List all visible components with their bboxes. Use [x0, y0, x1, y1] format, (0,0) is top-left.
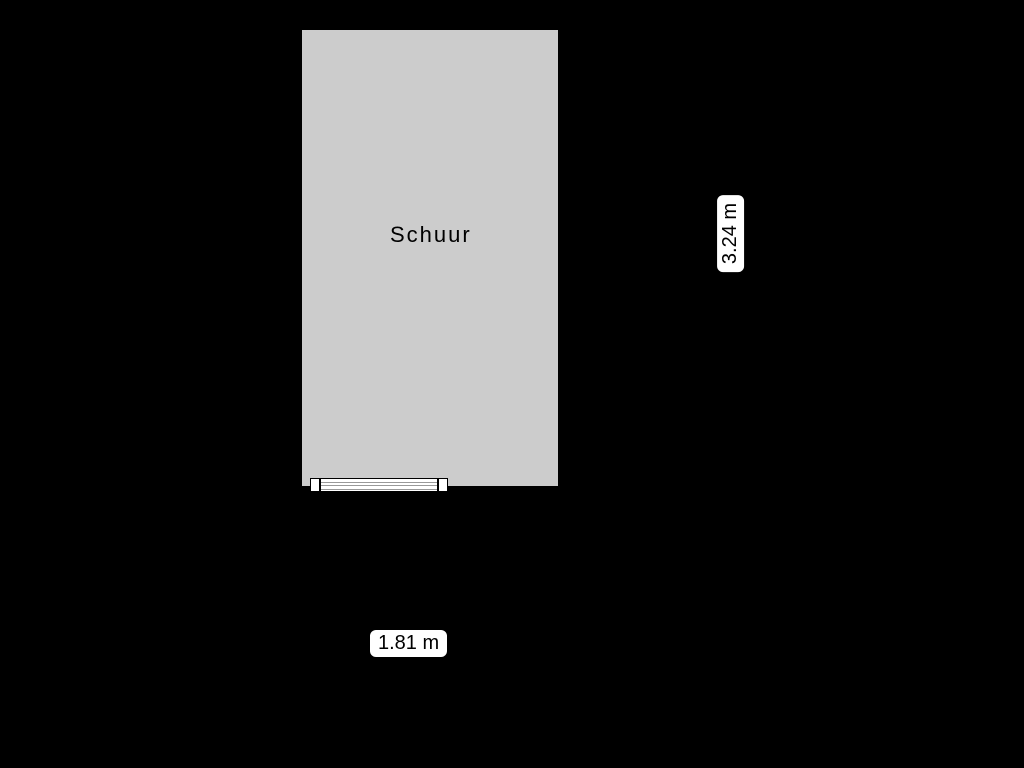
door-panel-line	[321, 482, 437, 483]
dimension-height-label: 3.24 m	[717, 195, 744, 272]
room-label: Schuur	[390, 222, 472, 248]
door-panel-line	[321, 485, 437, 486]
dimension-width-label: 1.81 m	[370, 630, 447, 657]
room-schuur	[300, 28, 560, 488]
door-post-right	[438, 478, 448, 492]
door-post-left	[310, 478, 320, 492]
door-panel-line	[321, 489, 437, 490]
